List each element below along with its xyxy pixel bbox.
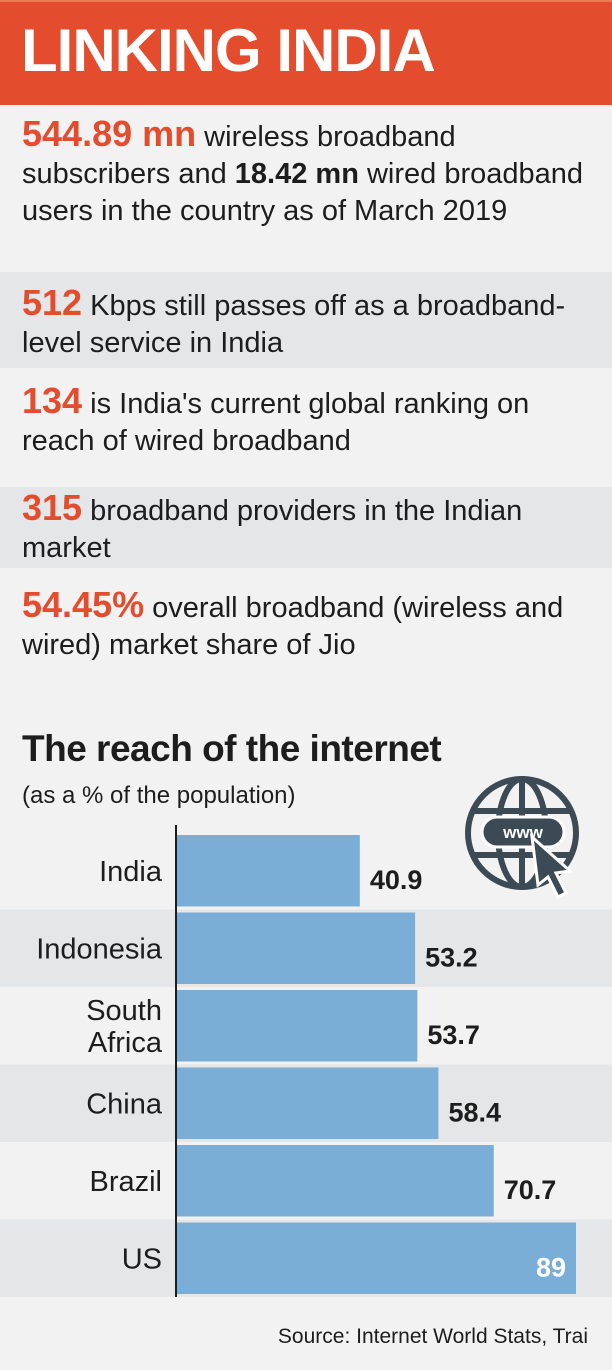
value-label: 70.7 <box>504 1175 557 1205</box>
fact-text: broadband providers in the Indian market <box>22 495 523 564</box>
bar-chart: India 40.9 Indonesia 53.2 South Africa 53.7 Chi… <box>0 825 612 1297</box>
fact-number: 544.89 mn <box>22 113 197 154</box>
category-label: Indonesia <box>36 933 163 965</box>
category-label: China <box>86 1088 163 1120</box>
fact-wireless-subscribers: 544.89 mn wireless broadband subscribers… <box>0 105 612 272</box>
fact-number: 134 <box>22 380 83 421</box>
fact-ranking: 134 is India's current global ranking on… <box>0 368 612 487</box>
fact-number: 54.45% <box>22 584 145 625</box>
category-label: South Africa <box>86 995 163 1059</box>
category-label: India <box>99 856 163 888</box>
chart-subtitle: (as a % of the population) <box>22 782 296 809</box>
fact-number: 315 <box>22 487 83 528</box>
fact-kbps: 512 Kbps still passes off as a broadband… <box>0 272 612 368</box>
bar-brazil <box>176 1145 494 1217</box>
fact-bold: 18.42 mn <box>234 158 359 190</box>
value-label: 89 <box>536 1252 566 1282</box>
source-note: Source: Internet World Stats, Trai <box>277 1325 588 1348</box>
fact-jio-share: 54.45% overall broadband (wireless and w… <box>0 568 612 678</box>
bar-us <box>176 1222 576 1294</box>
chart-title: The reach of the internet <box>22 728 442 769</box>
value-label: 58.4 <box>448 1097 501 1127</box>
fact-text: Kbps still passes off as a broadband-lev… <box>22 290 566 359</box>
www-label: www <box>502 823 543 842</box>
value-label: 53.2 <box>425 942 478 972</box>
header-banner: LINKING INDIA <box>0 0 612 105</box>
category-label: Brazil <box>89 1166 162 1198</box>
page-title: LINKING INDIA <box>21 17 436 84</box>
fact-number: 512 <box>22 282 83 323</box>
bar-india <box>176 835 360 907</box>
fact-text: wireless broadband subscribers and <box>22 121 456 190</box>
value-label: 53.7 <box>427 1020 480 1050</box>
globe-www-cursor-icon: www <box>465 776 579 900</box>
category-label: US <box>122 1243 162 1275</box>
fact-text: wired broadband users in the country as … <box>22 158 584 227</box>
bar-china <box>176 1067 439 1139</box>
fact-text: overall broadband (wireless and wired) m… <box>22 592 564 661</box>
fact-text: is India's current global ranking on rea… <box>22 388 530 457</box>
value-label: 40.9 <box>370 865 423 895</box>
bar-indonesia <box>176 912 416 984</box>
fact-providers: 315 broadband providers in the Indian ma… <box>0 487 612 568</box>
bar-south-africa <box>176 990 418 1062</box>
